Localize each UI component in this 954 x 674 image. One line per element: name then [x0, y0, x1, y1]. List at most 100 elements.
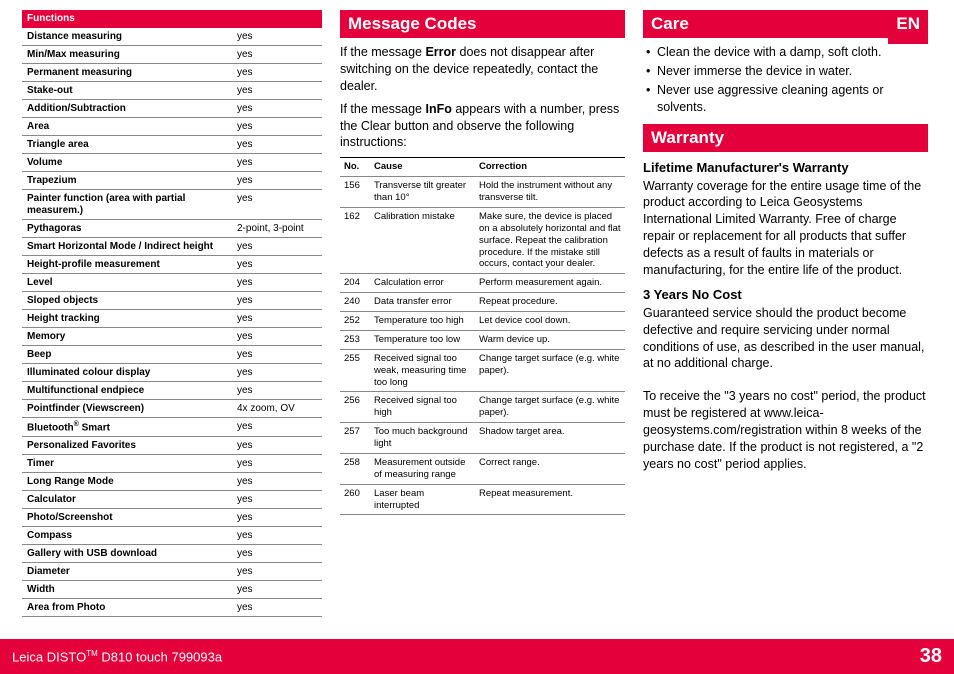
func-name: Width	[22, 581, 232, 599]
table-row: 156Transverse tilt greater than 10°Hold …	[340, 177, 625, 208]
err-cause: Calibration mistake	[370, 207, 475, 273]
err-no: 156	[340, 177, 370, 208]
func-name: Diameter	[22, 563, 232, 581]
func-value: yes	[232, 292, 322, 310]
table-row: Widthyes	[22, 581, 322, 599]
func-value: yes	[232, 172, 322, 190]
table-row: Beepyes	[22, 346, 322, 364]
func-name: Min/Max measuring	[22, 46, 232, 64]
func-name: Sloped objects	[22, 292, 232, 310]
func-value: yes	[232, 238, 322, 256]
table-row: 162Calibration mistakeMake sure, the dev…	[340, 207, 625, 273]
func-value: yes	[232, 28, 322, 46]
func-value: yes	[232, 509, 322, 527]
table-row: Compassyes	[22, 527, 322, 545]
warranty-p2: Guaranteed service should the product be…	[643, 305, 928, 373]
list-item: Never use aggressive cleaning agents or …	[643, 82, 928, 116]
err-col-cause: Cause	[370, 158, 475, 177]
func-value: yes	[232, 274, 322, 292]
err-corr: Shadow target area.	[475, 423, 625, 454]
func-value: yes	[232, 545, 322, 563]
msg-para-2: If the message InFo appears with a numbe…	[340, 101, 625, 152]
func-name: Stake-out	[22, 82, 232, 100]
table-row: Areayes	[22, 118, 322, 136]
table-row: Pythagoras2-point, 3-point	[22, 220, 322, 238]
table-row: Stake-outyes	[22, 82, 322, 100]
list-item: Never immerse the device in water.	[643, 63, 928, 80]
func-name: Area	[22, 118, 232, 136]
func-value: yes	[232, 64, 322, 82]
table-row: 260Laser beam interruptedRepeat measurem…	[340, 484, 625, 515]
func-value: yes	[232, 364, 322, 382]
err-cause: Measurement outside of measuring range	[370, 453, 475, 484]
func-name: Beep	[22, 346, 232, 364]
err-corr: Repeat measurement.	[475, 484, 625, 515]
table-row: 252Temperature too highLet device cool d…	[340, 312, 625, 331]
func-name: Volume	[22, 154, 232, 172]
warranty-h2: 3 Years No Cost	[643, 287, 928, 302]
table-row: Calculatoryes	[22, 491, 322, 509]
table-row: Personalized Favoritesyes	[22, 437, 322, 455]
func-name: Pythagoras	[22, 220, 232, 238]
err-cause: Data transfer error	[370, 293, 475, 312]
err-cause: Laser beam interrupted	[370, 484, 475, 515]
table-row: Multifunctional endpieceyes	[22, 382, 322, 400]
table-row: 240Data transfer errorRepeat procedure.	[340, 293, 625, 312]
func-value: yes	[232, 581, 322, 599]
table-row: 258Measurement outside of measuring rang…	[340, 453, 625, 484]
err-corr: Change target surface (e.g. white paper)…	[475, 349, 625, 392]
table-row: 256Received signal too highChange target…	[340, 392, 625, 423]
err-corr: Let device cool down.	[475, 312, 625, 331]
message-codes-title: Message Codes	[340, 10, 625, 38]
func-value: yes	[232, 473, 322, 491]
functions-table: Functions Distance measuringyesMin/Max m…	[22, 10, 322, 617]
err-no: 257	[340, 423, 370, 454]
func-value: 4x zoom, OV	[232, 400, 322, 418]
table-row: Volumeyes	[22, 154, 322, 172]
func-value: yes	[232, 382, 322, 400]
table-row: 255Received signal too weak, measuring t…	[340, 349, 625, 392]
table-row: Trapeziumyes	[22, 172, 322, 190]
func-value: yes	[232, 418, 322, 437]
table-row: Sloped objectsyes	[22, 292, 322, 310]
func-name: Level	[22, 274, 232, 292]
func-value: yes	[232, 46, 322, 64]
table-row: Painter function (area with partial meas…	[22, 190, 322, 220]
table-row: Min/Max measuringyes	[22, 46, 322, 64]
func-value: yes	[232, 190, 322, 220]
err-corr: Hold the instrument without any transver…	[475, 177, 625, 208]
err-corr: Perform measurement again.	[475, 274, 625, 293]
func-value: yes	[232, 256, 322, 274]
warranty-title: Warranty	[643, 124, 928, 152]
page-footer: Leica DISTOTM D810 touch 799093a 38	[0, 639, 954, 674]
table-row: Distance measuringyes	[22, 28, 322, 46]
func-name: Gallery with USB download	[22, 545, 232, 563]
func-value: yes	[232, 346, 322, 364]
func-name: Timer	[22, 455, 232, 473]
err-corr: Repeat procedure.	[475, 293, 625, 312]
err-cause: Too much background light	[370, 423, 475, 454]
err-cause: Temperature too high	[370, 312, 475, 331]
table-row: Gallery with USB downloadyes	[22, 545, 322, 563]
table-row: Smart Horizontal Mode / Indirect heighty…	[22, 238, 322, 256]
err-cause: Temperature too low	[370, 330, 475, 349]
func-name: Permanent measuring	[22, 64, 232, 82]
table-row: Area from Photoyes	[22, 599, 322, 617]
err-no: 240	[340, 293, 370, 312]
err-corr: Warm device up.	[475, 330, 625, 349]
footer-page-number: 38	[920, 645, 942, 668]
func-value: yes	[232, 118, 322, 136]
table-row: Timeryes	[22, 455, 322, 473]
err-no: 162	[340, 207, 370, 273]
func-value: yes	[232, 599, 322, 617]
func-value: yes	[232, 527, 322, 545]
err-no: 260	[340, 484, 370, 515]
table-row: Levelyes	[22, 274, 322, 292]
func-name: Photo/Screenshot	[22, 509, 232, 527]
func-value: yes	[232, 82, 322, 100]
func-value: yes	[232, 455, 322, 473]
func-name: Illuminated colour display	[22, 364, 232, 382]
func-value: yes	[232, 437, 322, 455]
func-value: yes	[232, 154, 322, 172]
table-row: Illuminated colour displayyes	[22, 364, 322, 382]
